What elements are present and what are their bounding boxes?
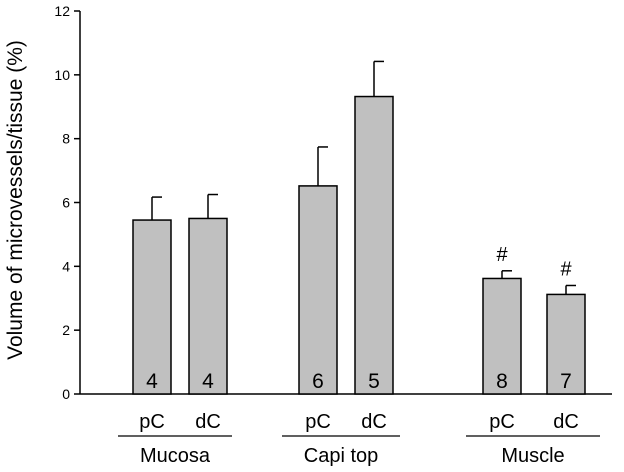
significance-mark: # — [560, 258, 572, 280]
significance-mark: # — [496, 244, 508, 266]
y-tick-label: 0 — [62, 386, 70, 402]
y-tick-label: 10 — [54, 67, 70, 83]
group-label: Capi top — [304, 445, 379, 467]
y-tick-label: 12 — [54, 3, 70, 19]
bar-n-label: 6 — [312, 370, 324, 393]
x-tick-label: pC — [305, 411, 331, 433]
x-tick-label: pC — [139, 411, 165, 433]
bar — [546, 293, 586, 395]
bar — [482, 277, 522, 395]
y-tick-label: 6 — [62, 195, 70, 211]
x-tick-label: dC — [195, 411, 221, 433]
bar-n-label: 4 — [146, 370, 158, 393]
x-tick-label: dC — [361, 411, 387, 433]
bar-n-label: 8 — [496, 370, 508, 393]
bar — [354, 95, 394, 395]
y-tick-label: 4 — [62, 258, 70, 274]
bar-n-label: 4 — [202, 370, 214, 393]
bars: 4 pC 4 dC Mucosa 6 pC 5 dC Capi top 8 # pC 7 # dC Muscle — [118, 60, 600, 467]
group-label: Muscle — [501, 445, 564, 467]
bar — [188, 217, 228, 395]
bar — [298, 185, 338, 395]
bar-n-label: 7 — [560, 370, 572, 393]
bar-n-label: 5 — [368, 370, 380, 393]
group-label: Mucosa — [140, 445, 211, 467]
y-tick-label: 8 — [62, 131, 70, 147]
bar — [132, 219, 172, 395]
x-tick-label: pC — [489, 411, 515, 433]
y-tick-label: 2 — [62, 322, 70, 338]
x-tick-label: dC — [553, 411, 579, 433]
y-axis-label: Volume of microvessels/tissue (%) — [4, 40, 27, 360]
